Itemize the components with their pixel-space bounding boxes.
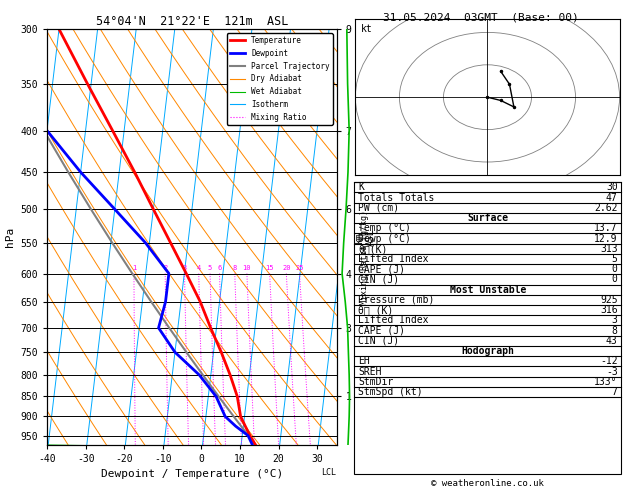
Text: SREH: SREH <box>358 366 381 377</box>
Text: 0: 0 <box>612 275 618 284</box>
Text: -12: -12 <box>600 356 618 366</box>
Text: LCL: LCL <box>321 468 337 477</box>
Text: 31.05.2024  03GMT  (Base: 00): 31.05.2024 03GMT (Base: 00) <box>383 12 579 22</box>
Text: CAPE (J): CAPE (J) <box>358 326 405 336</box>
Text: CAPE (J): CAPE (J) <box>358 264 405 274</box>
Text: © weatheronline.co.uk: © weatheronline.co.uk <box>431 479 544 486</box>
Text: 2: 2 <box>163 265 167 272</box>
Text: 133°: 133° <box>594 377 618 387</box>
Text: 43: 43 <box>606 336 618 346</box>
Text: EH: EH <box>358 356 370 366</box>
Text: Lifted Index: Lifted Index <box>358 315 428 325</box>
Text: 925: 925 <box>600 295 618 305</box>
Text: Pressure (mb): Pressure (mb) <box>358 295 434 305</box>
Y-axis label: km
ASL: km ASL <box>354 228 376 246</box>
Text: 4: 4 <box>197 265 201 272</box>
Text: 313: 313 <box>600 244 618 254</box>
Text: Temp (°C): Temp (°C) <box>358 223 411 233</box>
Text: 10: 10 <box>243 265 251 272</box>
Text: 0: 0 <box>612 264 618 274</box>
Text: PW (cm): PW (cm) <box>358 203 399 213</box>
Text: 2.62: 2.62 <box>594 203 618 213</box>
Text: 1: 1 <box>132 265 136 272</box>
Text: Lifted Index: Lifted Index <box>358 254 428 264</box>
Text: 3: 3 <box>182 265 187 272</box>
Text: 15: 15 <box>265 265 274 272</box>
Text: 316: 316 <box>600 305 618 315</box>
Text: θᴇ(K): θᴇ(K) <box>358 244 387 254</box>
Text: 47: 47 <box>606 192 618 203</box>
Text: θᴇ (K): θᴇ (K) <box>358 305 393 315</box>
Text: 12.9: 12.9 <box>594 234 618 243</box>
Text: Totals Totals: Totals Totals <box>358 192 434 203</box>
X-axis label: Dewpoint / Temperature (°C): Dewpoint / Temperature (°C) <box>101 469 283 479</box>
Text: 13.7: 13.7 <box>594 223 618 233</box>
Text: CIN (J): CIN (J) <box>358 336 399 346</box>
Text: K: K <box>358 182 364 192</box>
Text: 5: 5 <box>208 265 212 272</box>
Text: 25: 25 <box>295 265 304 272</box>
Text: Surface: Surface <box>467 213 508 223</box>
Text: 8: 8 <box>612 326 618 336</box>
Text: Mixing Ratio (g/kg): Mixing Ratio (g/kg) <box>360 210 369 305</box>
Text: 7: 7 <box>612 387 618 397</box>
Text: Hodograph: Hodograph <box>461 346 515 356</box>
Text: 6: 6 <box>218 265 221 272</box>
Text: Dewp (°C): Dewp (°C) <box>358 234 411 243</box>
Text: CIN (J): CIN (J) <box>358 275 399 284</box>
Y-axis label: hPa: hPa <box>5 227 15 247</box>
Text: 8: 8 <box>233 265 237 272</box>
Text: 20: 20 <box>282 265 291 272</box>
Title: 54°04'N  21°22'E  121m  ASL: 54°04'N 21°22'E 121m ASL <box>96 15 288 28</box>
Text: 3: 3 <box>612 315 618 325</box>
Text: 30: 30 <box>606 182 618 192</box>
Text: kt: kt <box>360 24 372 34</box>
Text: 5: 5 <box>612 254 618 264</box>
Text: StmSpd (kt): StmSpd (kt) <box>358 387 423 397</box>
Text: StmDir: StmDir <box>358 377 393 387</box>
Text: -3: -3 <box>606 366 618 377</box>
Legend: Temperature, Dewpoint, Parcel Trajectory, Dry Adiabat, Wet Adiabat, Isotherm, Mi: Temperature, Dewpoint, Parcel Trajectory… <box>226 33 333 125</box>
Text: Most Unstable: Most Unstable <box>450 285 526 295</box>
